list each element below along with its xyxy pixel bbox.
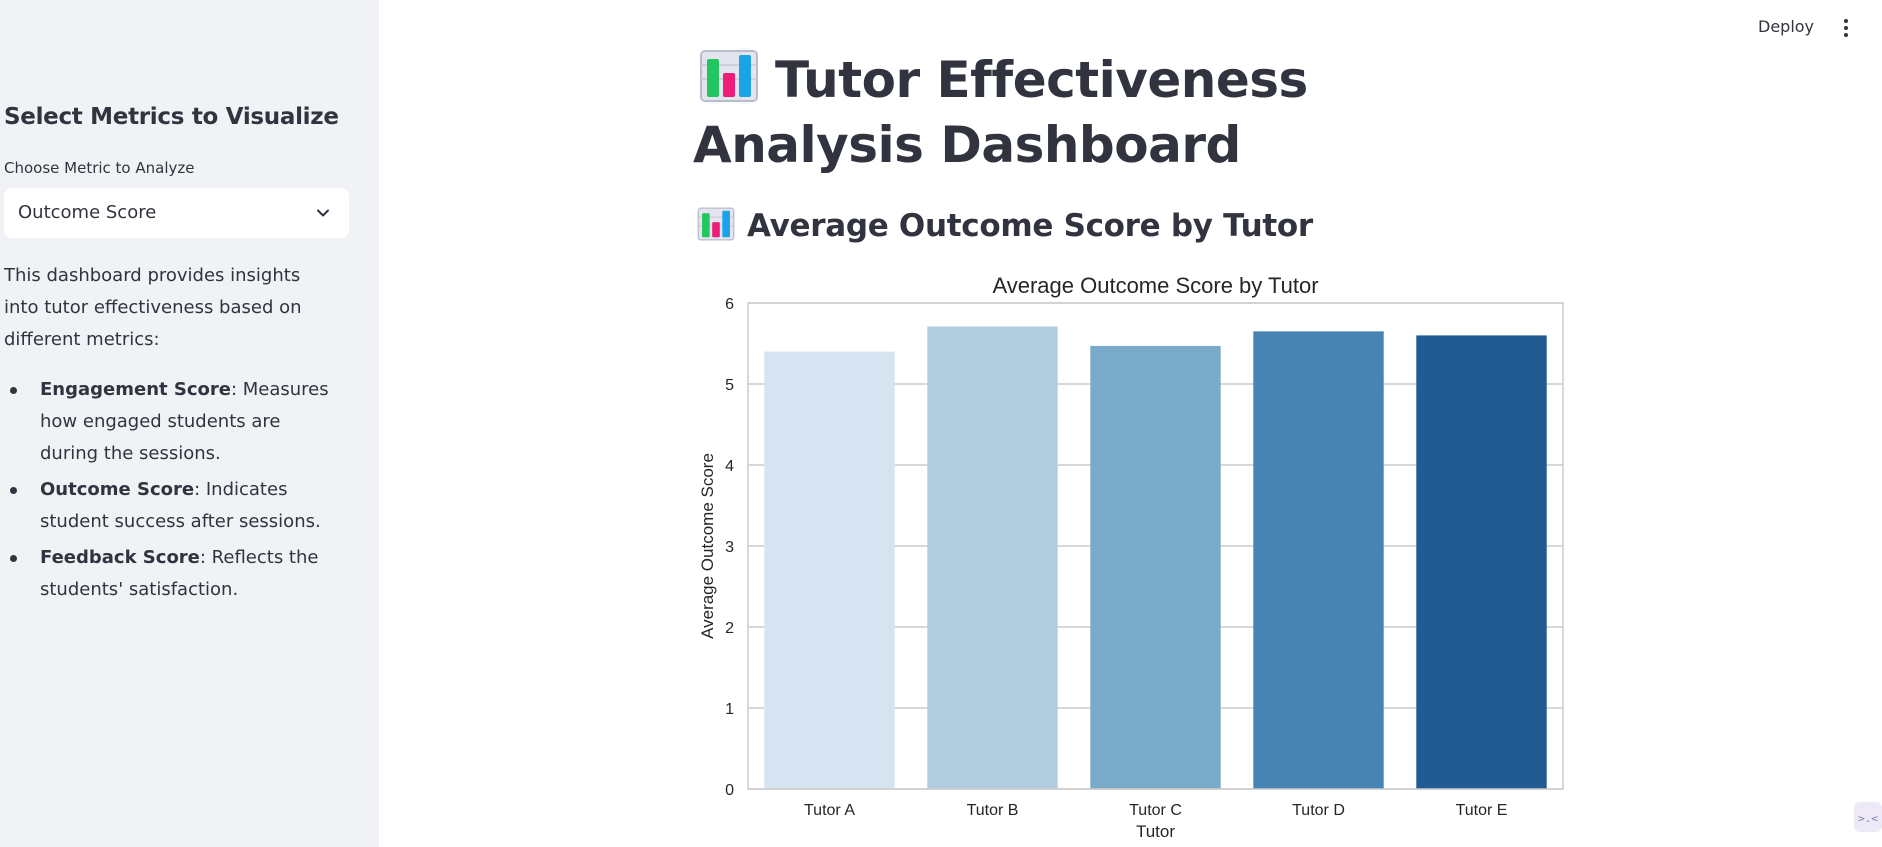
bullet-icon [10,387,17,394]
y-tick-label: 5 [725,377,734,394]
y-tick-label: 2 [725,620,734,637]
svg-text:>.<: >.< [1858,812,1878,825]
x-tick-label: Tutor A [804,802,855,819]
metrics-list: Engagement Score: Measures how engaged s… [4,374,344,610]
bar-chart-icon [700,50,758,102]
metric-name: Outcome Score [40,479,195,500]
x-axis-label: Tutor [1136,822,1175,841]
sidebar: Select Metrics to Visualize Choose Metri… [0,0,379,847]
y-tick-label: 1 [725,701,734,718]
metric-text: : Measures how engaged students are duri… [40,379,329,464]
y-tick-label: 0 [725,782,734,799]
list-item: Outcome Score: Indicates student success… [4,474,344,538]
metric-name: Feedback Score [40,547,200,568]
y-tick-label: 6 [725,296,734,313]
bullet-icon [10,555,17,562]
x-tick-label: Tutor D [1292,802,1345,819]
metric-text: : Reflects the students' satisfaction. [40,547,319,600]
bar [927,326,1058,789]
bar [1253,331,1384,789]
bar [764,351,895,789]
kebab-menu-icon[interactable] [1838,18,1854,38]
metric-name: Engagement Score [40,379,231,400]
metric-text: : Indicates student success after sessio… [40,479,321,532]
deploy-button[interactable]: Deploy [1758,17,1815,36]
x-tick-label: Tutor C [1129,802,1182,819]
bar [1090,345,1221,789]
chart-heading-text: Average Outcome Score by Tutor [747,208,1313,244]
x-tick-label: Tutor B [967,802,1019,819]
list-item: Engagement Score: Measures how engaged s… [4,374,344,470]
y-axis-label: Average Outcome Score [698,453,717,639]
metric-select[interactable]: Outcome Score [4,188,349,238]
y-tick-label: 4 [725,458,734,475]
bar [1416,335,1547,789]
dashboard-description: This dashboard provides insights into tu… [4,265,302,350]
y-tick-label: 3 [725,539,734,556]
bar-chart: 0 1 2 3 4 5 6 Tutor A Tutor B Tutor C Tutor D Tuto… [698,273,1564,841]
bar-chart-icon [697,207,735,241]
page-title: Tutor Effectiveness Analysis Dashboard [693,48,1493,178]
streamlit-status-icon[interactable]: >.< [1854,802,1882,832]
metric-select-label: Choose Metric to Analyze [4,159,195,177]
chevron-down-icon [317,209,329,217]
list-item: Feedback Score: Reflects the students' s… [4,542,344,606]
chart-heading: Average Outcome Score by Tutor [697,205,1313,244]
sidebar-heading: Select Metrics to Visualize [4,104,339,130]
x-tick-label: Tutor E [1456,802,1508,819]
metric-select-value: Outcome Score [18,202,157,223]
bullet-icon [10,487,17,494]
page-title-text: Tutor Effectiveness Analysis Dashboard [693,51,1308,174]
chart-title: Average Outcome Score by Tutor [992,273,1318,298]
